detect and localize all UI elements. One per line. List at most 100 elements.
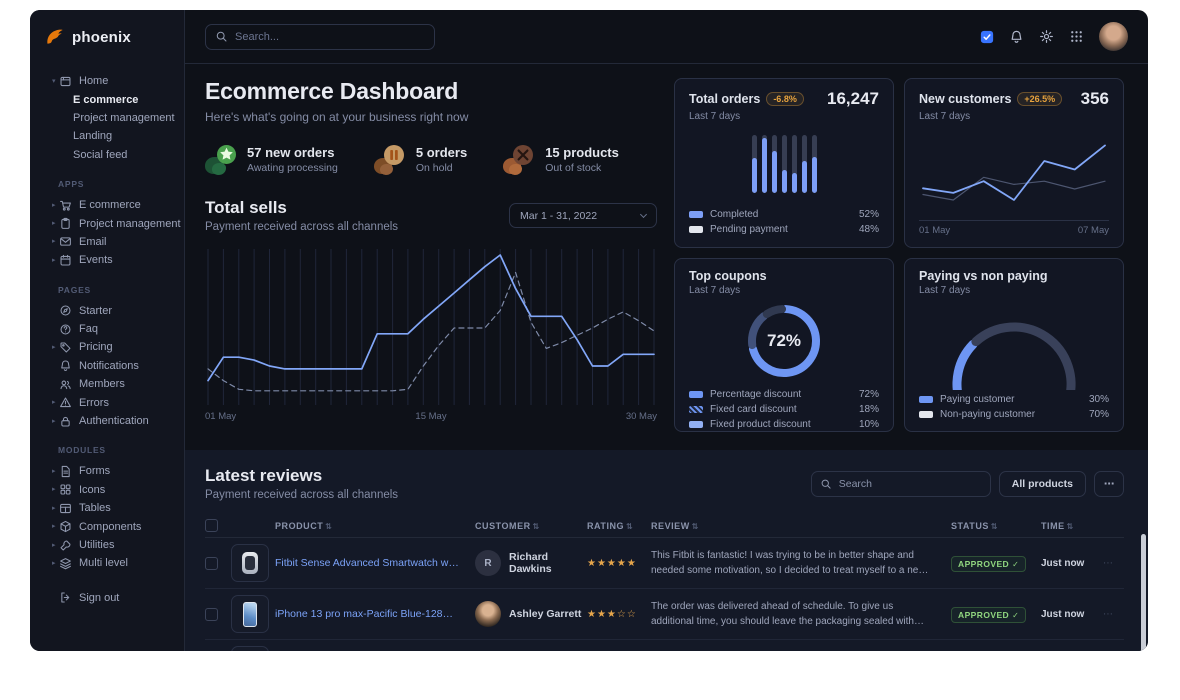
all-products-button[interactable]: All products — [998, 470, 1086, 497]
scrollbar-thumb[interactable] — [1141, 534, 1146, 651]
legend-row: Pending payment 48% — [689, 222, 879, 237]
section-title: Total sells — [205, 198, 287, 217]
caret-right-icon: ▸ — [52, 485, 56, 494]
select-all-checkbox[interactable] — [205, 519, 218, 532]
sidebar-item-utilities[interactable]: ▸ Utilities — [30, 536, 184, 554]
review-text: The order was delivered ahead of schedul… — [651, 601, 914, 627]
reviews-search-input[interactable] — [810, 470, 991, 497]
order-bar — [811, 135, 817, 193]
legend-swatch — [689, 226, 703, 233]
orders-bar-chart — [751, 135, 817, 193]
more-options-button[interactable]: ⋯ — [1094, 470, 1124, 497]
sidebar-item-e-commerce[interactable]: E commerce — [30, 90, 184, 108]
column-header-review[interactable]: REVIEW ⇅ — [651, 520, 699, 531]
column-header-time[interactable]: TIME ⇅ — [1041, 520, 1074, 531]
caret-down-icon: ▾ — [52, 76, 56, 85]
search-input[interactable] — [205, 23, 435, 50]
caret-right-icon: ▸ — [52, 503, 56, 512]
sidebar-item-faq[interactable]: Faq — [30, 320, 184, 338]
product-link[interactable]: iPhone 13 pro max-Pacific Blue-128GB sto… — [275, 608, 475, 620]
sidebar-item-authentication[interactable]: ▸ Authentication — [30, 412, 184, 430]
stat-sub: Awating processing — [247, 161, 338, 174]
sidebar-item-email[interactable]: ▸ Email — [30, 233, 184, 251]
theme-checkbox-icon[interactable] — [980, 30, 994, 44]
caret-right-icon: ▸ — [52, 522, 56, 531]
sidebar-item-forms[interactable]: ▸ Forms — [30, 462, 184, 480]
sidebar-item-label: Components — [79, 520, 142, 533]
product-thumbnail[interactable] — [231, 646, 269, 651]
sidebar-item-social-feed[interactable]: Social feed — [30, 146, 184, 164]
row-more-button[interactable]: ⋯ — [1103, 608, 1113, 620]
legend-row: Fixed product discount 10% — [689, 417, 879, 432]
sidebar-item-label: Email — [79, 235, 107, 248]
sidebar-item-sign-out[interactable]: Sign out — [30, 589, 184, 607]
sidebar-item-notifications[interactable]: Notifications — [30, 357, 184, 375]
sidebar-item-landing[interactable]: Landing — [30, 127, 184, 145]
sidebar-item-errors[interactable]: ▸ Errors — [30, 393, 184, 411]
stat-value: 15 products — [545, 144, 619, 160]
row-checkbox[interactable] — [205, 556, 218, 570]
sidebar-item-label: Authentication — [79, 415, 149, 428]
sidebar-item-label: Notifications — [79, 359, 139, 372]
product-thumbnail[interactable] — [231, 544, 269, 582]
sidebar-item-pricing[interactable]: ▸ Pricing — [30, 338, 184, 356]
card-top-coupons: Top coupons Last 7 days 72% Percentage d… — [674, 258, 894, 432]
caret-right-icon: ▸ — [52, 219, 56, 228]
bell-icon[interactable] — [1009, 29, 1024, 44]
sidebar-item-label: Faq — [79, 323, 98, 336]
sidebar-item-tables[interactable]: ▸ Tables — [30, 499, 184, 517]
paying-legend: Paying customer 30% Non-paying customer 70% — [919, 392, 1109, 422]
legend-value: 18% — [858, 404, 879, 415]
sidebar-item-starter[interactable]: Starter — [30, 302, 184, 320]
cart-icon — [59, 199, 72, 212]
x-tick: 30 May — [625, 411, 657, 422]
sidebar-item-events[interactable]: ▸ Events — [30, 251, 184, 269]
legend-row: Fixed card discount 18% — [689, 402, 879, 417]
sidebar-item-icons[interactable]: ▸ Icons — [30, 481, 184, 499]
total-sells-chart — [205, 247, 657, 407]
sidebar-item-project-management[interactable]: ▸ Project management — [30, 214, 184, 232]
sidebar-item-multi-level[interactable]: ▸ Multi level — [30, 554, 184, 572]
column-header-status[interactable]: STATUS ⇅ — [951, 520, 999, 531]
sidebar-item-e-commerce[interactable]: ▸ E commerce — [30, 196, 184, 214]
file-icon — [59, 465, 72, 478]
legend-value: 30% — [1088, 394, 1109, 405]
sidebar-item-label: Social feed — [73, 148, 128, 161]
global-search — [205, 23, 435, 50]
customer-name: Ashley Garrett — [509, 608, 582, 620]
card-title: New customers — [919, 92, 1012, 106]
sidebar-item-components[interactable]: ▸ Components — [30, 517, 184, 535]
sidebar-item-project-management[interactable]: Project management — [30, 109, 184, 127]
legend-label: Fixed product discount — [710, 419, 811, 430]
sort-icon: ⇅ — [325, 521, 333, 531]
tag-icon — [59, 341, 72, 354]
column-header-rating[interactable]: RATING ⇅ — [587, 520, 634, 531]
x-tick: 01 May — [205, 411, 237, 422]
stat-sub: Out of stock — [545, 161, 602, 174]
row-checkbox[interactable] — [205, 607, 218, 621]
caret-right-icon: ▸ — [52, 558, 56, 567]
customer-name: Richard Dawkins — [509, 551, 552, 575]
search-icon — [215, 30, 228, 43]
row-more-button[interactable]: ⋯ — [1103, 557, 1113, 569]
product-link[interactable]: Fitbit Sense Advanced Smartwatch with To… — [275, 557, 475, 569]
date-range-value: Mar 1 - 31, 2022 — [520, 209, 598, 222]
legend-swatch — [919, 396, 933, 403]
apps-grid-icon[interactable] — [1069, 29, 1084, 44]
sidebar-item-members[interactable]: Members — [30, 375, 184, 393]
sidebar-section-heading: MODULES — [58, 445, 106, 456]
alert-icon — [59, 396, 72, 409]
sidebar-item-label: E commerce — [73, 93, 139, 106]
logo[interactable]: phoenix — [30, 10, 184, 64]
window-icon — [59, 75, 72, 88]
column-header-product[interactable]: PRODUCT ⇅ — [275, 520, 333, 531]
card-title: Top coupons — [689, 269, 767, 283]
gear-icon[interactable] — [1039, 29, 1054, 44]
date-range-select[interactable]: Mar 1 - 31, 2022 — [509, 203, 657, 228]
phone-image — [243, 601, 257, 627]
column-header-customer[interactable]: CUSTOMER ⇅ — [475, 520, 540, 531]
user-avatar[interactable] — [1099, 22, 1128, 51]
product-thumbnail[interactable] — [231, 595, 269, 633]
sort-icon: ⇅ — [1066, 521, 1074, 531]
sidebar-item-home[interactable]: ▾ Home — [30, 72, 184, 90]
